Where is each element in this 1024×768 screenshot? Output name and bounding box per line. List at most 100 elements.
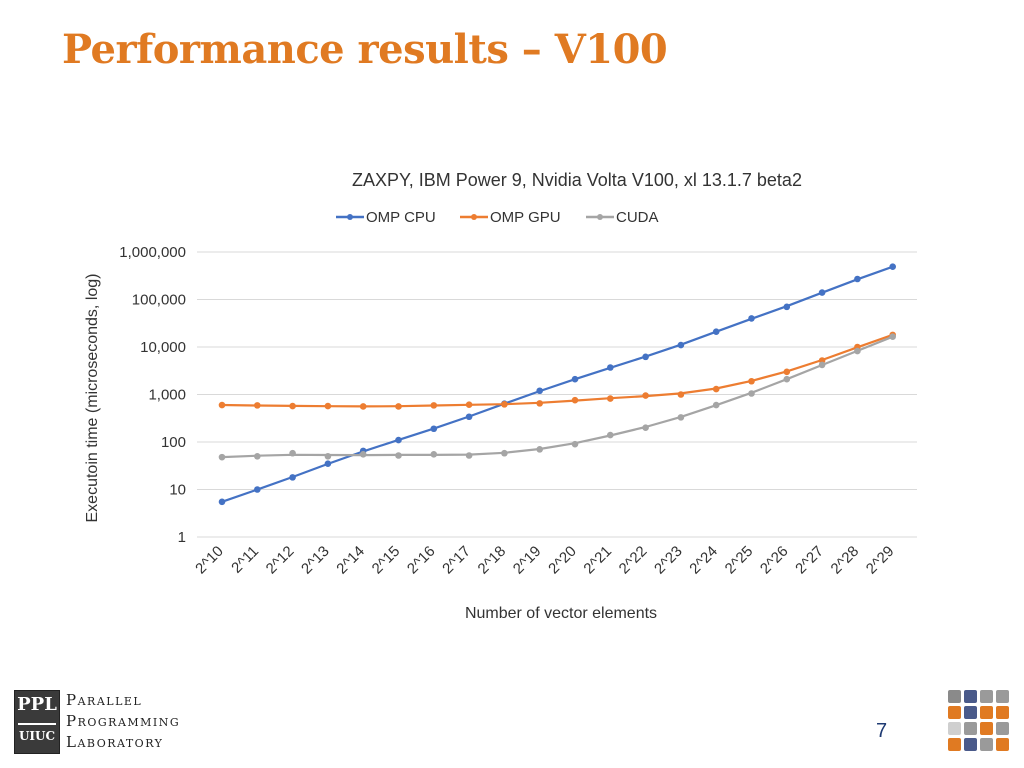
data-point xyxy=(359,403,367,410)
data-point xyxy=(253,452,261,460)
data-point xyxy=(854,347,861,355)
y-tick-label: 1,000 xyxy=(148,387,186,404)
data-point xyxy=(465,413,473,421)
y-tick-label: 1 xyxy=(178,529,186,546)
logo-text: Parallel Programming Laboratory xyxy=(66,690,180,753)
data-point xyxy=(677,414,685,421)
series-line xyxy=(221,265,894,503)
data-point xyxy=(430,402,438,409)
data-point xyxy=(748,390,755,397)
x-tick-label: 2^27 xyxy=(792,543,827,578)
grid-logo-cell xyxy=(996,690,1009,703)
data-point xyxy=(536,387,543,395)
x-tick-label: 2^26 xyxy=(757,543,792,578)
logo-line: Programming xyxy=(66,712,181,730)
grid-logo-cell xyxy=(948,706,961,719)
grid-logo-cell xyxy=(980,706,993,719)
data-point xyxy=(607,364,614,371)
x-axis-label: Number of vector elements xyxy=(465,605,657,622)
legend-label: CUDA xyxy=(616,209,659,226)
chart-title: ZAXPY, IBM Power 9, Nvidia Volta V100, x… xyxy=(352,170,802,190)
x-tick-label: 2^15 xyxy=(369,543,404,578)
y-tick-label: 1,000,000 xyxy=(119,244,186,261)
x-tick-label: 2^25 xyxy=(722,543,757,578)
data-point xyxy=(430,451,438,458)
data-point xyxy=(253,486,261,493)
data-point xyxy=(395,436,402,444)
data-point xyxy=(571,375,579,383)
data-point xyxy=(324,402,332,410)
data-point xyxy=(395,452,402,459)
grid-logo-cell xyxy=(980,738,993,751)
legend-label: OMP GPU xyxy=(490,209,561,226)
y-tick-label: 10 xyxy=(169,482,186,499)
grid-logo-cell xyxy=(964,690,977,703)
ppl-logo-box: PPL UIUC xyxy=(14,690,60,754)
x-tick-label: 2^20 xyxy=(545,543,580,578)
page-number: 7 xyxy=(876,720,888,742)
data-point xyxy=(889,333,896,340)
data-point xyxy=(430,425,438,433)
data-point xyxy=(712,385,720,393)
grid-logo-cell xyxy=(980,722,993,735)
x-tick-label: 2^12 xyxy=(263,543,298,578)
data-point xyxy=(465,401,473,408)
legend-marker xyxy=(347,214,353,220)
slide-title: Performance results – V100 xyxy=(62,26,668,73)
x-tick-label: 2^17 xyxy=(439,543,474,578)
y-tick-label: 100 xyxy=(161,434,186,451)
data-point xyxy=(748,315,755,322)
grid-logo-cell xyxy=(964,722,977,735)
data-point xyxy=(289,449,296,457)
data-point xyxy=(289,402,296,410)
data-point xyxy=(324,460,332,467)
series-line xyxy=(221,333,894,408)
x-tick-label: 2^16 xyxy=(404,543,439,578)
ppl-logo: PPL UIUC Parallel Programming Laboratory xyxy=(14,690,194,754)
x-tick-label: 2^22 xyxy=(616,543,651,578)
data-point xyxy=(783,303,791,311)
data-point xyxy=(642,424,649,432)
grid-logo-cell xyxy=(996,738,1009,751)
data-point xyxy=(712,328,720,335)
x-tick-label: 2^14 xyxy=(333,543,368,578)
logo-line: Laboratory xyxy=(66,733,164,751)
logo-line: Parallel xyxy=(66,691,143,709)
logo-box-bottom: UIUC xyxy=(18,729,56,743)
data-point xyxy=(748,377,755,385)
x-tick-label: 2^13 xyxy=(298,543,333,578)
data-point xyxy=(501,401,508,408)
grid-logo-cell xyxy=(948,690,961,703)
data-point xyxy=(536,400,543,407)
grid-logo-cell xyxy=(964,738,977,751)
data-point xyxy=(289,474,296,481)
grid-logo-icon xyxy=(948,690,1012,756)
x-tick-label: 2^28 xyxy=(828,543,863,578)
data-point xyxy=(818,289,826,296)
data-point xyxy=(395,403,402,410)
legend-marker xyxy=(597,214,603,220)
data-point xyxy=(571,396,579,404)
data-point xyxy=(501,449,508,457)
x-tick-label: 2^11 xyxy=(228,543,262,577)
data-point xyxy=(677,341,685,349)
data-point xyxy=(677,391,685,398)
data-point xyxy=(642,392,649,399)
series-line xyxy=(221,335,894,459)
data-point xyxy=(465,452,473,459)
x-tick-label: 2^29 xyxy=(863,543,898,578)
y-tick-label: 10,000 xyxy=(140,339,186,356)
y-tick-label: 100,000 xyxy=(132,292,186,309)
data-point xyxy=(854,275,861,283)
data-point xyxy=(783,375,791,383)
data-point xyxy=(218,401,226,409)
x-tick-label: 2^19 xyxy=(510,543,545,578)
x-tick-label: 2^21 xyxy=(580,543,615,578)
grid-logo-cell xyxy=(948,738,961,751)
data-point xyxy=(253,402,261,409)
data-point xyxy=(324,452,332,460)
data-point xyxy=(783,368,791,376)
grid-logo-cell xyxy=(948,722,961,735)
grid-logo-cell xyxy=(980,690,993,703)
